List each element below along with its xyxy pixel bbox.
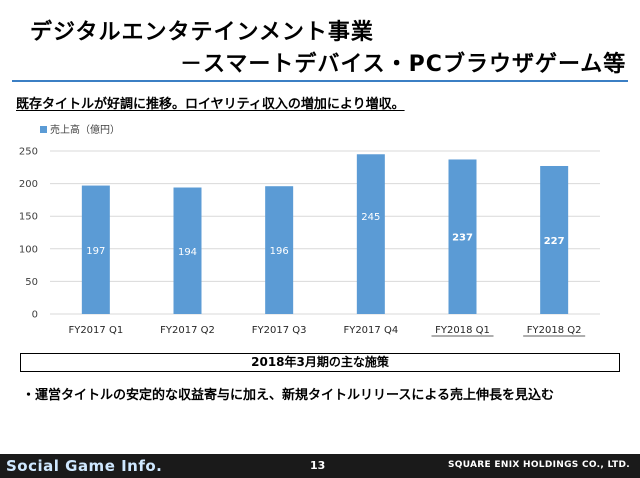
y-tick-label: 200 (19, 179, 38, 190)
bar (540, 165, 569, 314)
legend-label: 売上高（億円） (50, 123, 120, 136)
bar (173, 187, 202, 314)
footer-bar: Social Game Info. 13 SQUARE ENIX HOLDING… (0, 454, 640, 478)
data-label: 194 (178, 247, 197, 258)
headline: 既存タイトルが好調に推移。ロイヤリティ収入の増加により増収。 (16, 97, 405, 112)
data-label: 227 (544, 236, 565, 247)
x-tick-label: FY2017 Q3 (252, 325, 307, 336)
legend-swatch (40, 126, 47, 133)
bar (356, 154, 385, 314)
bars: 197 194 196 245 237 227 (81, 154, 569, 314)
bar (448, 159, 477, 314)
x-tick-label: FY2017 Q2 (160, 325, 215, 336)
y-tick-label: 0 (32, 310, 38, 321)
x-tick-label: FY2017 Q1 (68, 325, 123, 336)
y-axis-ticks: 0 50 100 150 200 250 (19, 147, 38, 321)
data-label: 197 (86, 246, 105, 257)
bar (81, 185, 110, 314)
page-title-line1: デジタルエンタテインメント事業 (30, 20, 374, 45)
x-axis-ticks: FY2017 Q1 FY2017 Q2 FY2017 Q3 FY2017 Q4 FY20… (68, 325, 586, 337)
y-tick-label: 100 (19, 244, 38, 255)
page-number: 13 (310, 459, 326, 472)
page-title-line2: －スマートデバイス・PCブラウザゲーム等 (180, 52, 627, 77)
policy-box: 2018年3月期の主な施策 (20, 353, 620, 372)
x-tick-label: FY2018 Q2 (527, 325, 582, 336)
y-tick-label: 150 (19, 212, 38, 223)
y-tick-label: 250 (19, 147, 38, 158)
data-label: 196 (270, 246, 289, 257)
title-divider (12, 80, 628, 82)
x-tick-label: FY2017 Q4 (343, 325, 398, 336)
y-tick-label: 50 (25, 277, 38, 288)
watermark-logo: Social Game Info. (6, 457, 163, 475)
bar (265, 186, 294, 314)
x-tick-label: FY2018 Q1 (435, 325, 490, 336)
gridlines (50, 150, 600, 315)
data-label: 237 (452, 233, 473, 244)
data-label: 245 (361, 212, 380, 223)
company-name: SQUARE ENIX HOLDINGS CO., LTD. (447, 460, 630, 470)
revenue-bar-chart: 売上高（億円） 0 50 100 150 200 250 197 194 196 245 237 2… (19, 123, 600, 337)
policy-bullet: ・運営タイトルの安定的な収益寄与に加え、新規タイトルリリースによる売上伸長を見込… (22, 388, 554, 403)
